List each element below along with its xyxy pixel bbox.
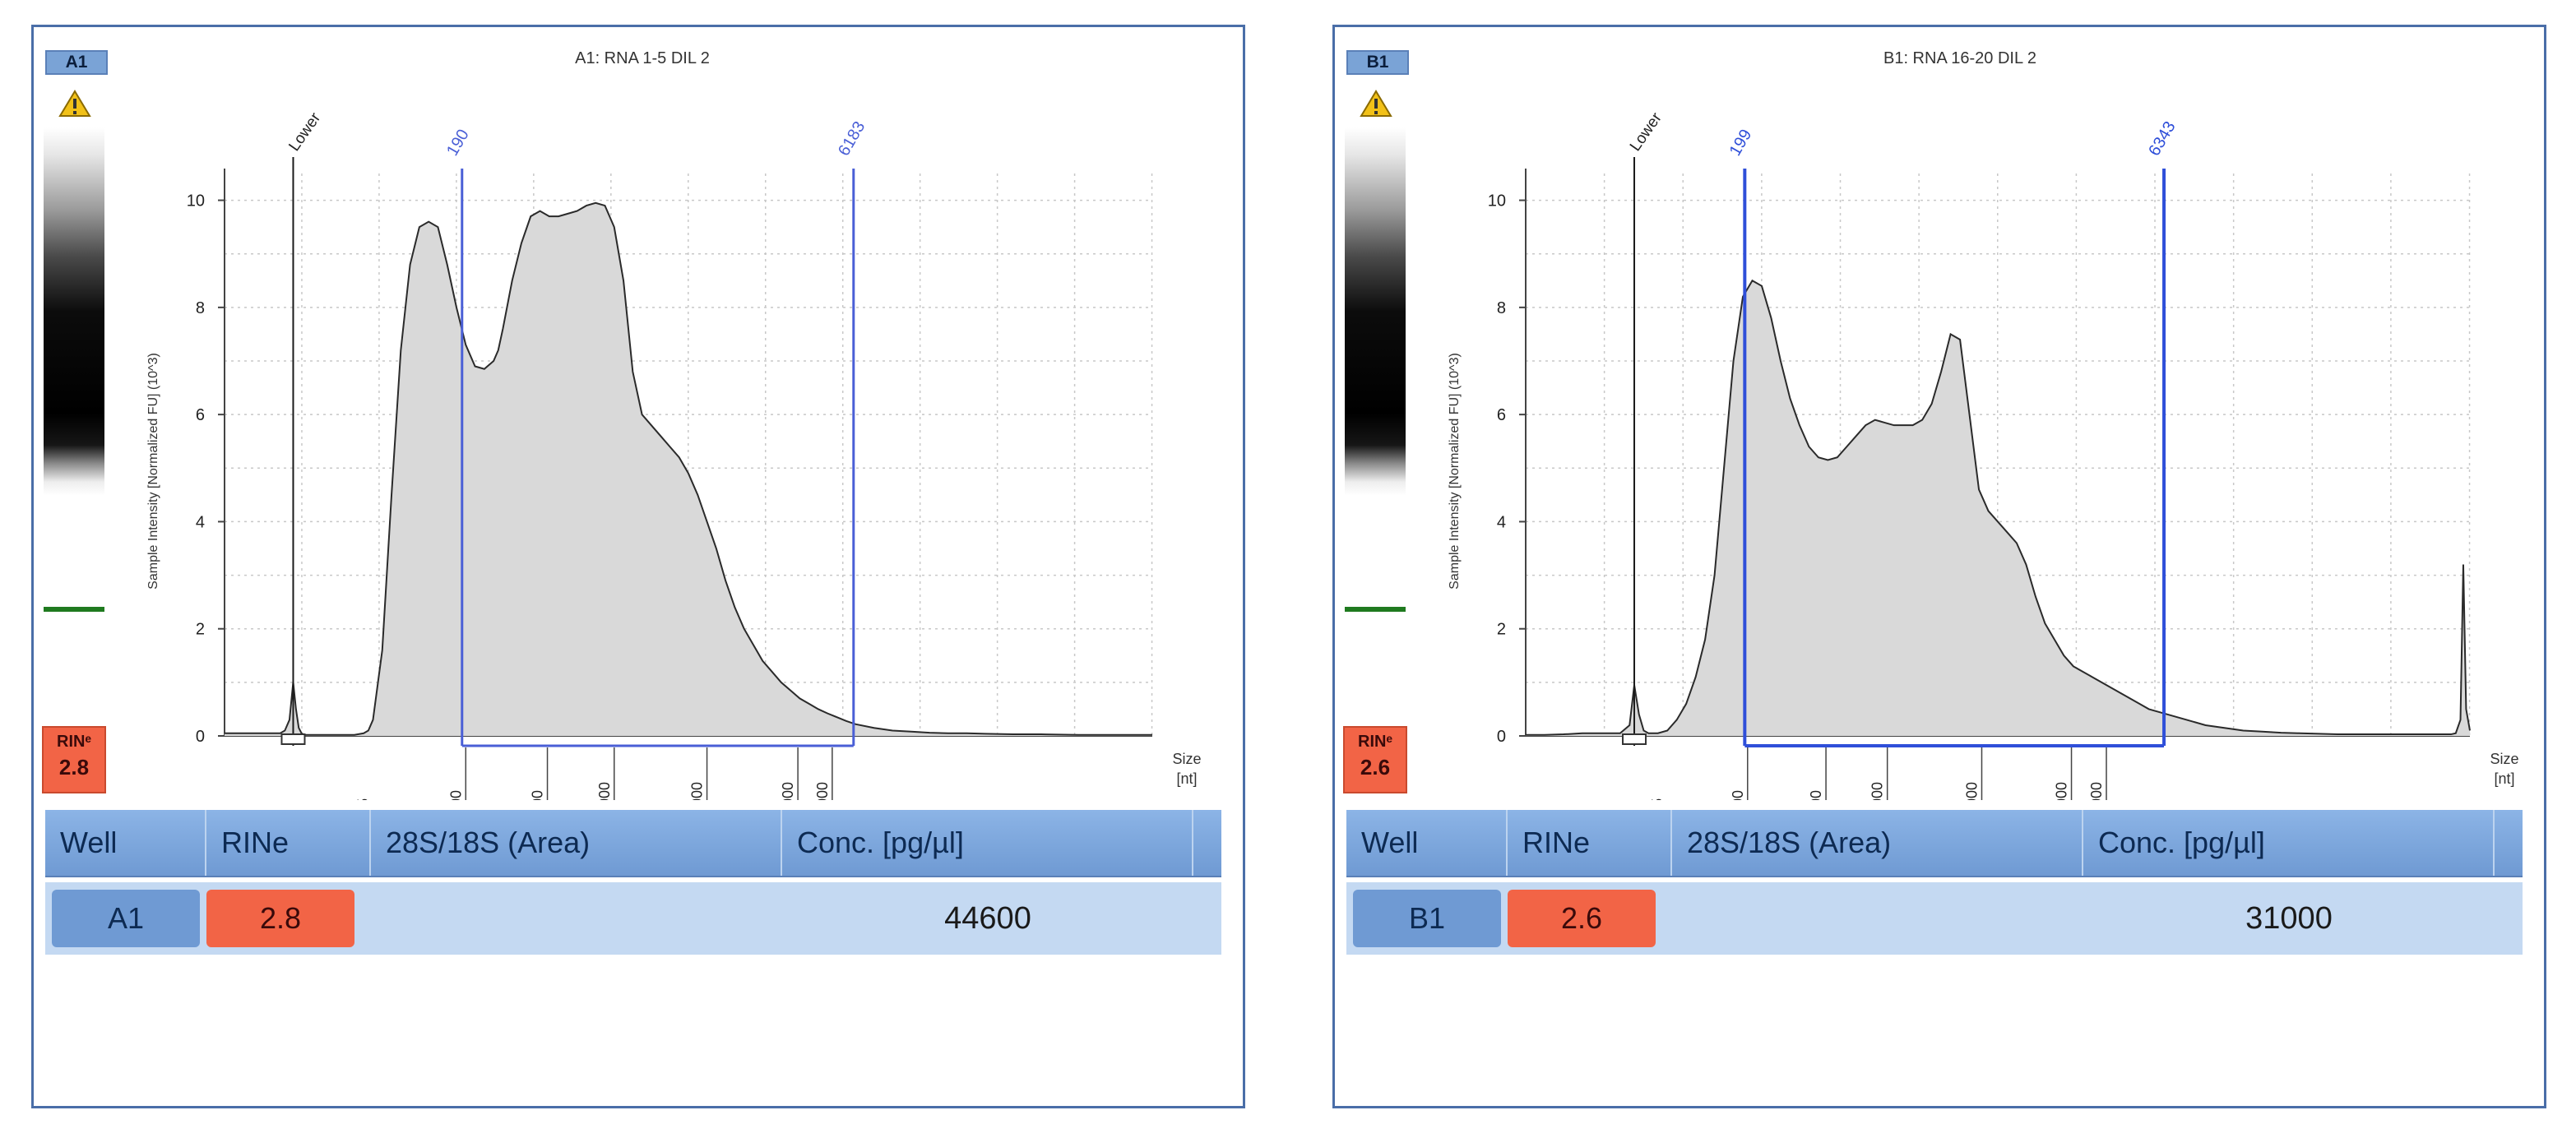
x-tick-label: 500 bbox=[1808, 790, 1824, 800]
data-curve bbox=[1526, 279, 2471, 736]
y-tick-label: 4 bbox=[1497, 513, 1506, 531]
y-tick-label: 10 bbox=[187, 192, 205, 210]
rin-label: RINᵉ bbox=[57, 733, 91, 751]
y-tick-label: 8 bbox=[1497, 299, 1506, 317]
electropherogram-chart: A1: RNA 1-5 DIL 2 0 2 4 6 8 10 Sample Intensity… bbox=[146, 49, 1202, 800]
row-well-cell[interactable]: B1 bbox=[1353, 890, 1501, 947]
x-axis-label: Size bbox=[1172, 751, 1201, 767]
region-start-label: 190 bbox=[443, 127, 473, 160]
region-end-label: 6183 bbox=[835, 118, 869, 160]
table-row[interactable]: A1 2.8 44600 bbox=[45, 882, 1221, 955]
rin-badge: RINᵉ 2.8 bbox=[42, 726, 106, 793]
x-tick-label: 6000 bbox=[2088, 782, 2105, 800]
x-axis-label-unit: [nt] bbox=[1176, 770, 1197, 787]
x-tick-label: 1000 bbox=[1869, 782, 1886, 800]
header-well[interactable]: Well bbox=[1346, 810, 1508, 876]
warning-icon bbox=[1360, 90, 1392, 117]
row-ratio-cell bbox=[371, 882, 782, 955]
header-rine[interactable]: RINe bbox=[1508, 810, 1672, 876]
results-table: Well RINe 28S/18S (Area) Conc. [pg/µl] A… bbox=[45, 810, 1221, 955]
well-tag[interactable]: A1 bbox=[45, 50, 108, 75]
rin-label: RINᵉ bbox=[1358, 733, 1392, 751]
chart-title: A1: RNA 1-5 DIL 2 bbox=[575, 49, 710, 67]
y-tick-label: 8 bbox=[196, 299, 205, 317]
y-tick-label: 6 bbox=[1497, 406, 1506, 424]
gel-marker-line bbox=[44, 607, 104, 612]
x-tick-label: 2000 bbox=[1963, 782, 1980, 800]
header-rine[interactable]: RINe bbox=[206, 810, 371, 876]
electropherogram-chart: B1: RNA 16-20 DIL 2 0 2 4 6 8 10 Sample Intensi… bbox=[1448, 49, 2519, 800]
header-conc[interactable]: Conc. [pg/µl] bbox=[782, 810, 1193, 876]
x-tick-label: 200 bbox=[1730, 790, 1746, 800]
y-axis-label: Sample Intensity [Normalized FU] (10^3) bbox=[1448, 353, 1462, 590]
lower-marker-box bbox=[1622, 733, 1647, 745]
rin-value: 2.6 bbox=[1360, 755, 1391, 779]
table-row[interactable]: B1 2.6 31000 bbox=[1346, 882, 2523, 955]
row-rine-cell[interactable]: 2.8 bbox=[206, 890, 354, 947]
results-table: Well RINe 28S/18S (Area) Conc. [pg/µl] B… bbox=[1346, 810, 2523, 955]
electropherogram-panel-a1: A1 RINᵉ 2.8 A1: RNA 1-5 DIL 2 0 2 4 6 8 10 Samp… bbox=[31, 25, 1245, 1108]
x-tick-label: 2000 bbox=[689, 782, 706, 800]
x-tick-label: 25 bbox=[354, 798, 371, 800]
header-conc[interactable]: Conc. [pg/µl] bbox=[2083, 810, 2495, 876]
row-conc-cell: 44600 bbox=[944, 900, 1031, 936]
data-area bbox=[1526, 280, 2470, 736]
gel-marker-line bbox=[1345, 607, 1406, 612]
x-axis-label-unit: [nt] bbox=[2494, 770, 2514, 787]
y-tick-label: 2 bbox=[196, 621, 205, 639]
y-tick-label: 10 bbox=[1488, 192, 1506, 210]
table-header: Well RINe 28S/18S (Area) Conc. [pg/µl] bbox=[45, 810, 1221, 877]
data-curve bbox=[225, 201, 1152, 736]
row-conc-cell: 31000 bbox=[2245, 900, 2333, 936]
y-tick-label: 2 bbox=[1497, 621, 1506, 639]
x-axis-label: Size bbox=[2490, 751, 2518, 767]
x-tick-label: 4000 bbox=[780, 782, 796, 800]
header-ratio[interactable]: 28S/18S (Area) bbox=[1672, 810, 2083, 876]
rin-badge: RINᵉ 2.6 bbox=[1343, 726, 1407, 793]
chart-title: B1: RNA 16-20 DIL 2 bbox=[1883, 49, 2036, 67]
table-header: Well RINe 28S/18S (Area) Conc. [pg/µl] bbox=[1346, 810, 2523, 877]
data-area bbox=[225, 202, 1152, 737]
gel-lane-image bbox=[1345, 127, 1406, 588]
x-tick-label: 6000 bbox=[814, 782, 831, 800]
row-ratio-cell bbox=[1672, 882, 2083, 955]
header-well[interactable]: Well bbox=[45, 810, 206, 876]
row-well-cell[interactable]: A1 bbox=[52, 890, 200, 947]
lower-marker-box bbox=[280, 733, 306, 745]
x-tick-label: 1000 bbox=[596, 782, 613, 800]
row-rine-cell[interactable]: 2.6 bbox=[1508, 890, 1656, 947]
x-tick-label: 500 bbox=[530, 790, 546, 800]
y-tick-label: 0 bbox=[1497, 728, 1506, 746]
lower-marker-label: Lower bbox=[285, 109, 324, 155]
region-end-label: 6343 bbox=[2145, 118, 2179, 160]
gel-lane-image bbox=[44, 127, 104, 588]
y-tick-label: 4 bbox=[196, 513, 205, 531]
region-start-label: 199 bbox=[1726, 127, 1756, 160]
x-tick-label: 4000 bbox=[2054, 782, 2070, 800]
y-tick-label: 6 bbox=[196, 406, 205, 424]
rin-value: 2.8 bbox=[58, 755, 90, 779]
warning-icon bbox=[58, 90, 91, 117]
y-tick-label: 0 bbox=[196, 728, 205, 746]
well-tag[interactable]: B1 bbox=[1346, 50, 1409, 75]
header-ratio[interactable]: 28S/18S (Area) bbox=[371, 810, 782, 876]
y-axis-label: Sample Intensity [Normalized FU] (10^3) bbox=[146, 353, 160, 590]
lower-marker-label: Lower bbox=[1627, 109, 1666, 155]
electropherogram-panel-b1: B1 RINᵉ 2.6 B1: RNA 16-20 DIL 2 0 2 4 6 8 10 Sa… bbox=[1332, 25, 2546, 1108]
x-tick-label: 25 bbox=[1649, 798, 1666, 800]
x-tick-label: 200 bbox=[447, 790, 464, 800]
